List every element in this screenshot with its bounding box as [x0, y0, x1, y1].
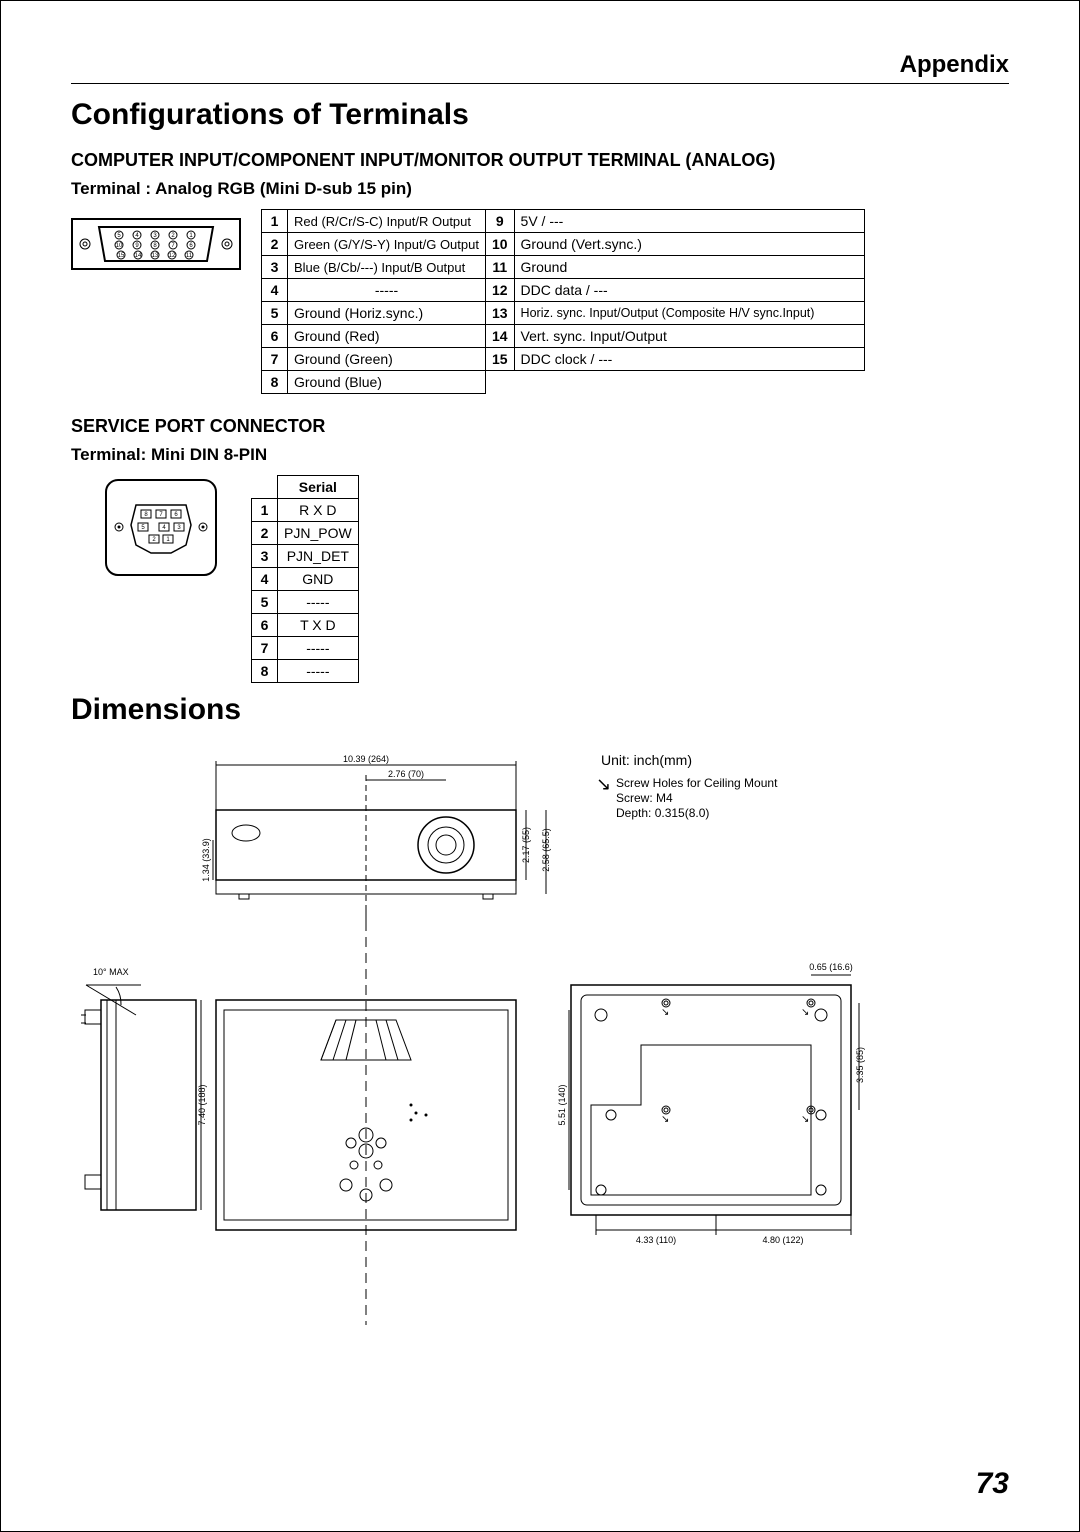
dsub-connector-diagram: 5 4 3 2 1 10 9 8 7 6 15 14 13 12 11 [71, 209, 241, 284]
svg-text:2: 2 [152, 537, 156, 543]
subheading-service-port: SERVICE PORT CONNECTOR [71, 416, 1009, 437]
svg-text:4: 4 [162, 525, 166, 531]
svg-text:↘: ↘ [596, 774, 611, 794]
svg-text:2.76 (70): 2.76 (70) [388, 769, 424, 779]
svg-text:4.80 (122): 4.80 (122) [762, 1235, 803, 1245]
svg-text:2.17 (55): 2.17 (55) [521, 827, 531, 863]
subheading-dsub: Terminal : Analog RGB (Mini D-sub 15 pin… [71, 179, 1009, 199]
svg-text:↘: ↘ [801, 1007, 809, 1018]
heading-configurations: Configurations of Terminals [71, 98, 1009, 132]
svg-text:6: 6 [174, 512, 178, 518]
svg-text:8: 8 [144, 512, 148, 518]
din-connector-diagram: 8 7 6 5 4 3 2 1 [101, 475, 221, 590]
subheading-analog: COMPUTER INPUT/COMPONENT INPUT/MONITOR O… [71, 150, 1009, 171]
svg-text:10.39 (264): 10.39 (264) [343, 754, 389, 764]
svg-text:5: 5 [141, 525, 145, 531]
svg-text:↘: ↘ [661, 1114, 669, 1125]
top-rule [71, 83, 1009, 84]
svg-text:11: 11 [186, 253, 193, 259]
page: Appendix Configurations of Terminals COM… [0, 0, 1080, 1532]
svg-text:0.65 (16.6): 0.65 (16.6) [809, 962, 853, 972]
svg-text:13: 13 [152, 253, 159, 259]
svg-text:7: 7 [159, 512, 163, 518]
svg-text:Screw Holes for Ceiling Mount: Screw Holes for Ceiling Mount [616, 776, 778, 790]
din-pin-table: Serial 1R X D 2PJN_POW 3PJN_DET 4GND 5--… [251, 475, 359, 683]
svg-text:3: 3 [177, 525, 181, 531]
svg-text:2.58 (65.5): 2.58 (65.5) [541, 828, 551, 872]
svg-text:Depth: 0.315(8.0): Depth: 0.315(8.0) [616, 806, 709, 820]
svg-text:4.33 (110): 4.33 (110) [636, 1235, 676, 1245]
svg-text:10° MAX: 10° MAX [93, 967, 129, 977]
page-number: 73 [976, 1467, 1009, 1501]
svg-text:3.35 (85): 3.35 (85) [855, 1047, 865, 1083]
svg-text:1.34 (33.9): 1.34 (33.9) [201, 838, 211, 882]
svg-text:↘: ↘ [661, 1007, 669, 1018]
svg-text:12: 12 [169, 253, 176, 259]
svg-text:7.40 (188): 7.40 (188) [197, 1084, 207, 1125]
heading-dimensions: Dimensions [71, 693, 1009, 727]
svg-text:14: 14 [135, 253, 142, 259]
svg-text:Unit: inch(mm): Unit: inch(mm) [601, 752, 692, 768]
svg-text:↘: ↘ [801, 1114, 809, 1125]
svg-text:5.51 (140): 5.51 (140) [557, 1084, 567, 1125]
subheading-din: Terminal: Mini DIN 8-PIN [71, 445, 1009, 465]
dsub-pin-table: 1Red (R/Cr/S-C) Input/R Output95V / --- … [261, 209, 865, 394]
svg-text:10: 10 [116, 243, 123, 249]
svg-text:15: 15 [118, 253, 125, 259]
section-label: Appendix [71, 51, 1009, 79]
svg-text:Screw: M4: Screw: M4 [616, 791, 673, 805]
svg-text:1: 1 [166, 537, 170, 543]
dimensions-drawing: 10.39 (264) 2.76 (70) 1.34 (33.9) [71, 745, 1009, 1365]
